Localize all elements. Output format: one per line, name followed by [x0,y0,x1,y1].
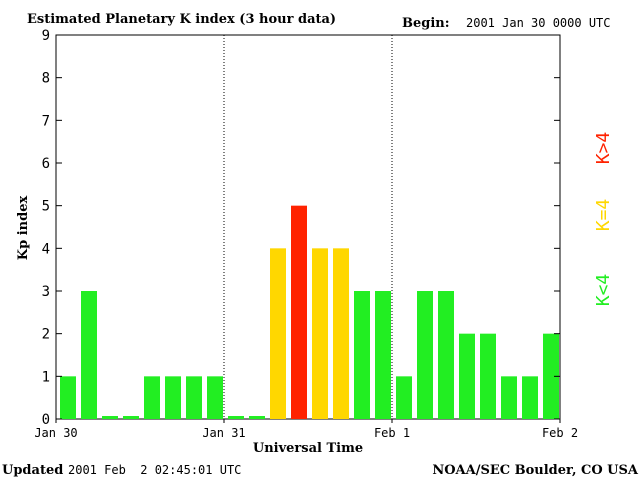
y-tick-label-2: 2 [42,327,50,343]
bar-6 [186,376,202,419]
bar-9 [249,416,265,419]
plot-frame [55,34,561,420]
bar-4 [144,376,160,419]
y-tick-label-7: 7 [42,113,50,129]
bar-5 [165,376,181,419]
legend-low: K<4 [593,274,614,307]
y-tick-label-9: 9 [42,28,50,44]
updated-value: 2001 Feb 2 02:45:01 UTC [68,463,241,477]
legend-high: K>4 [593,132,614,165]
begin-label: Begin: [402,16,450,31]
bar-8 [228,416,244,419]
bar-22 [522,376,538,419]
bar-13 [333,248,349,419]
y-tick-label-1: 1 [42,369,50,385]
y-tick-label-5: 5 [42,199,50,215]
x-tick-label-3: Feb 2 [542,426,578,440]
begin-value: 2001 Jan 30 0000 UTC [466,16,611,30]
updated-label: Updated [2,463,63,478]
y-tick-label-8: 8 [42,71,50,87]
y-axis: 0 1 2 3 4 5 6 7 8 9 [42,28,560,428]
bar-18 [438,291,454,419]
bar-14 [354,291,370,419]
bar-7 [207,376,223,419]
bar-10 [270,248,286,419]
x-tick-label-2: Feb 1 [374,426,410,440]
y-tick-label-0: 0 [42,412,50,428]
bar-20 [480,333,496,419]
bar-19 [459,333,475,419]
bar-21 [501,376,517,419]
bar-23 [543,333,559,419]
y-tick-label-6: 6 [42,156,50,172]
bar-12 [312,248,328,419]
bar-2 [102,416,118,419]
x-tick-label-1: Jan 31 [202,426,245,440]
bar-17 [417,291,433,419]
bar-3 [123,416,139,419]
legend-mid: K=4 [593,199,614,232]
x-axis-label: Universal Time [253,441,363,456]
y-axis-label: Kp index [16,196,31,261]
bar-1 [81,291,97,419]
x-axis: Jan 30 Jan 31 Feb 1 Feb 2 [34,419,578,440]
x-tick-label-0: Jan 30 [34,426,77,440]
bar-16 [396,376,412,419]
y-tick-label-3: 3 [42,284,50,300]
bar-15 [375,291,391,419]
day-dividers [223,35,393,419]
bar-series [60,205,559,419]
y-tick-label-4: 4 [42,241,50,257]
bar-11 [291,205,307,419]
footer-credit: NOAA/SEC Boulder, CO USA [432,463,639,478]
bar-0 [60,376,76,419]
chart-title: Estimated Planetary K index (3 hour data… [27,12,336,27]
